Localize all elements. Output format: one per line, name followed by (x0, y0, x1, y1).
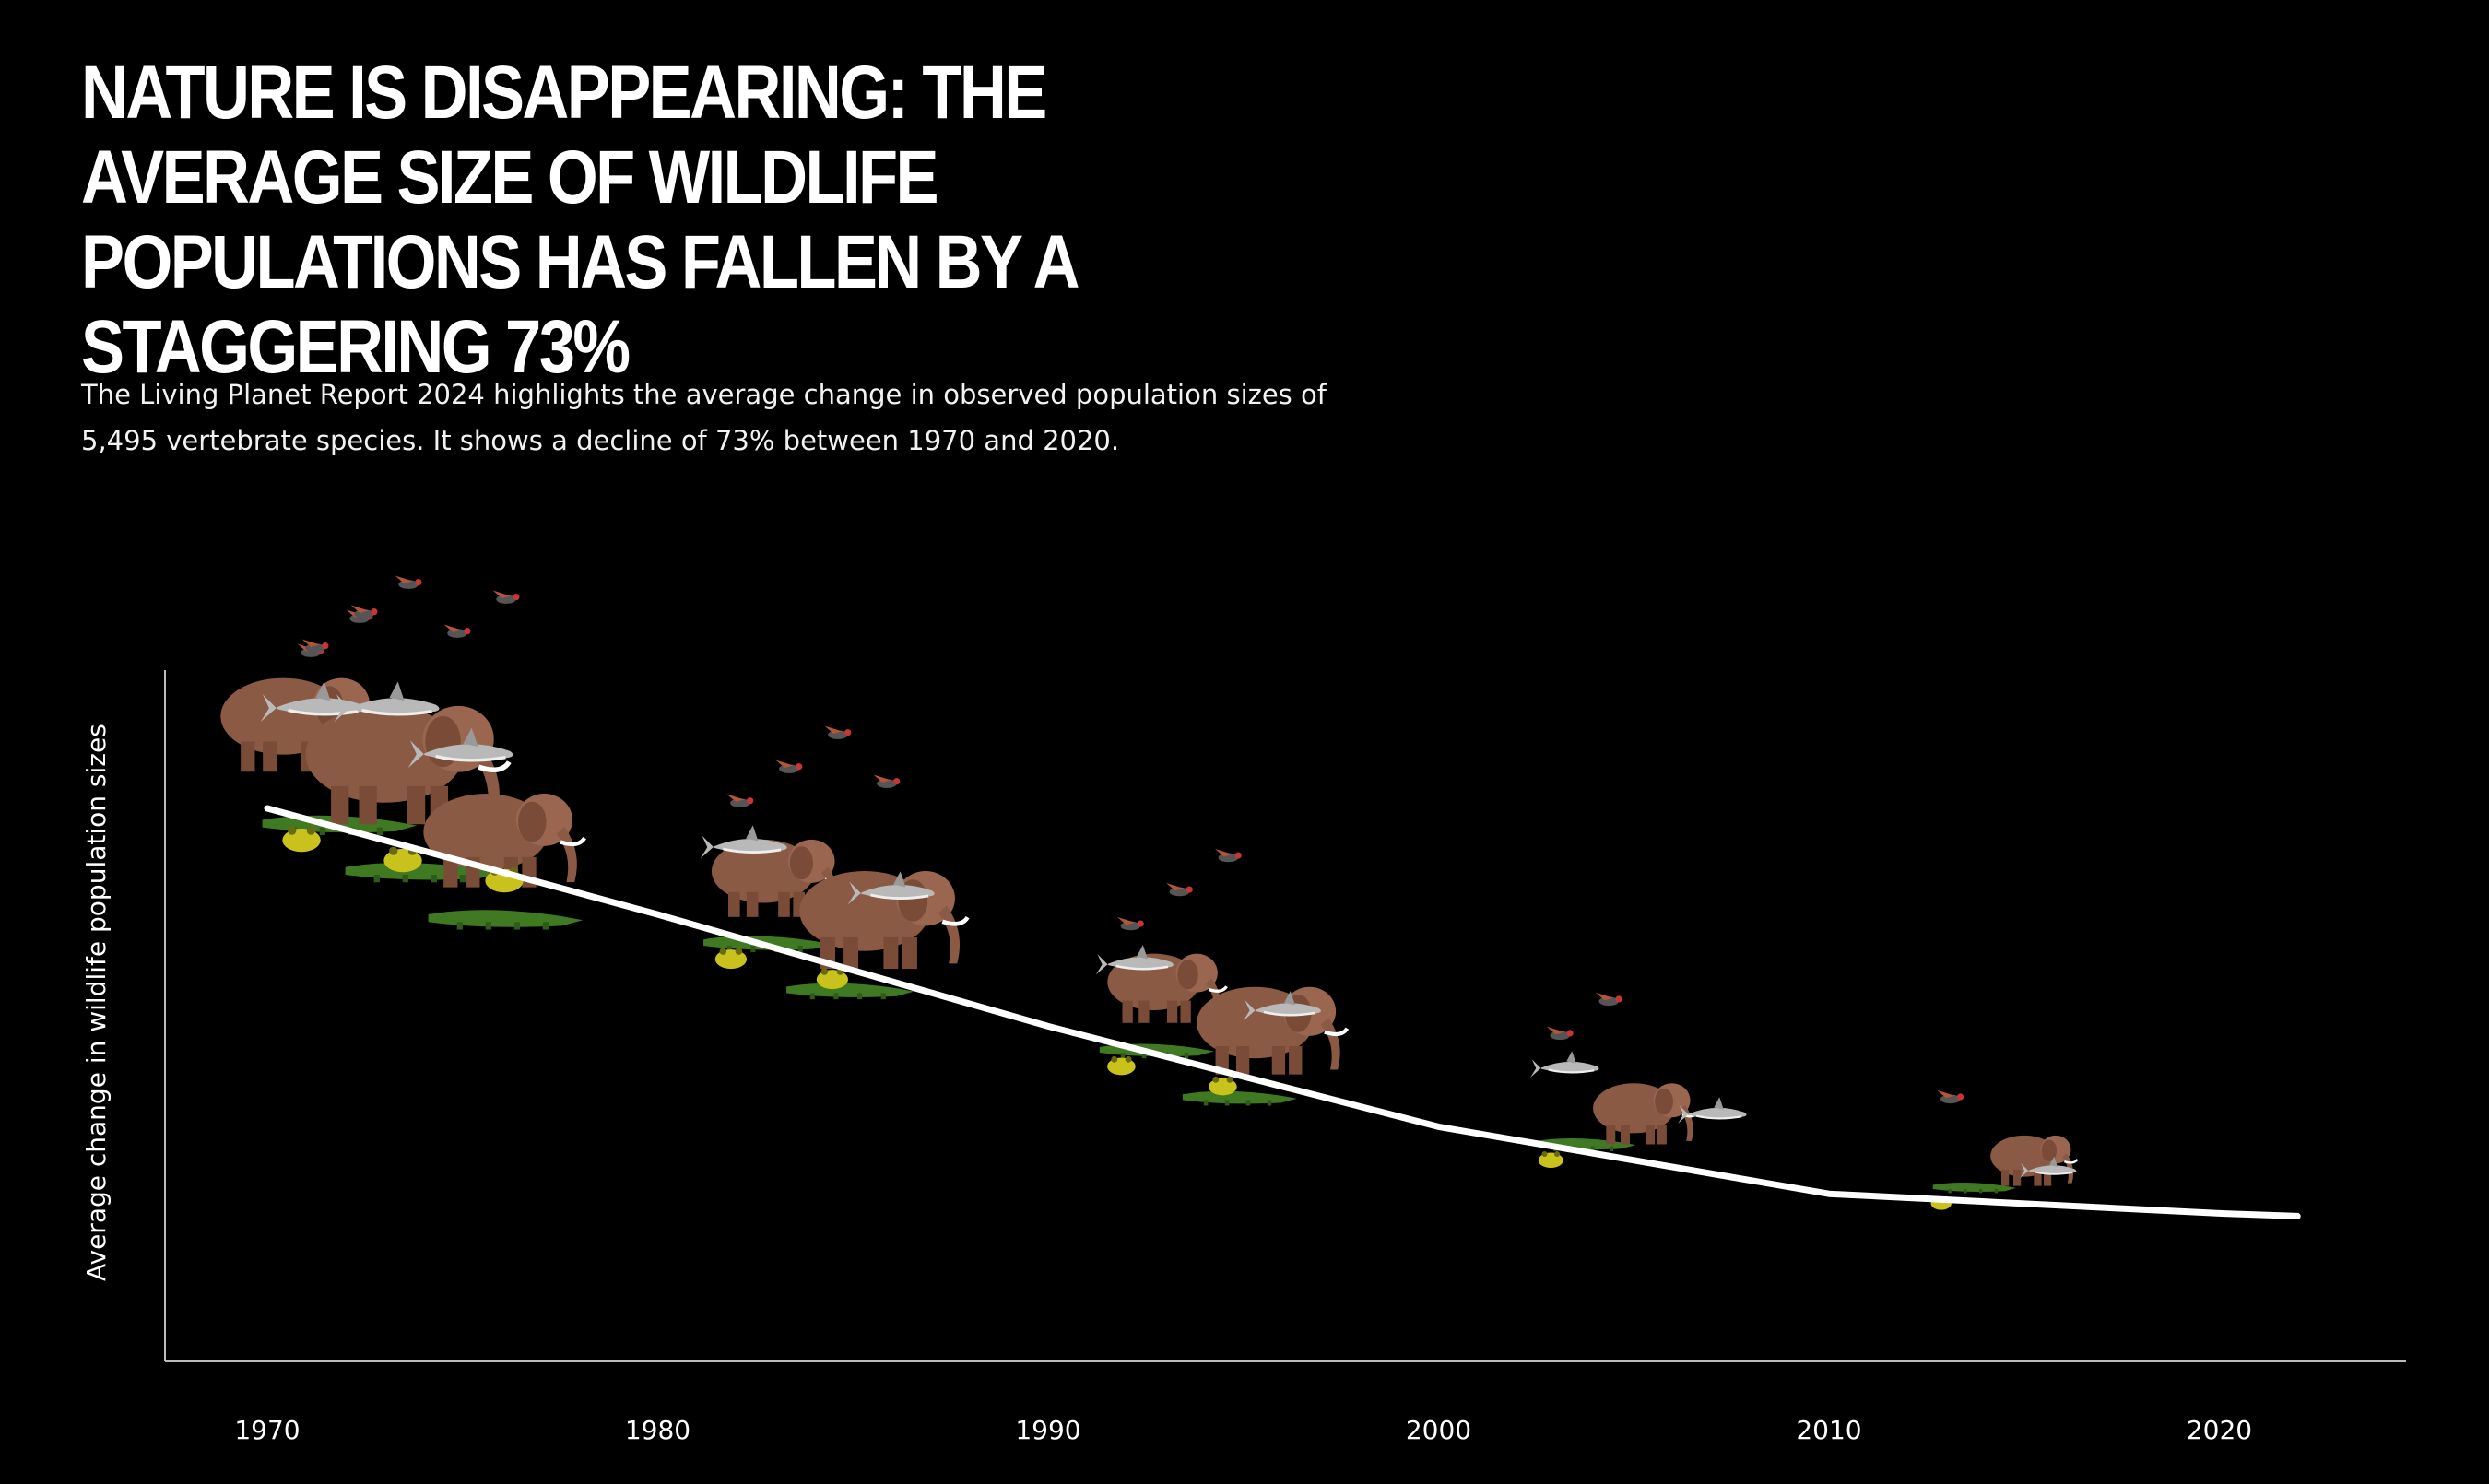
elephant-icon (799, 871, 970, 970)
bird-icon (301, 639, 329, 653)
animal-illustrations (220, 575, 2079, 1210)
frog-icon (714, 948, 747, 970)
frog-icon (1209, 1076, 1237, 1096)
bird-icon (1215, 848, 1242, 863)
shark-icon (1678, 1097, 1747, 1124)
x-tick-label: 1990 (1015, 1415, 1080, 1445)
x-tick-label: 2010 (1796, 1415, 1861, 1445)
bird-icon (873, 774, 901, 788)
bird-icon (824, 725, 852, 739)
bird-icon (443, 624, 471, 638)
elephant-icon (1593, 1083, 1700, 1145)
crocodile-icon (786, 983, 914, 1000)
trend-line (264, 805, 2301, 1219)
shark-icon (1530, 1051, 1599, 1078)
x-tick-label: 1970 (234, 1415, 300, 1445)
frog-icon (383, 846, 422, 873)
shark-icon (407, 727, 513, 769)
bird-icon (350, 605, 378, 618)
bird-icon (1546, 1026, 1574, 1041)
bird-icon (775, 760, 803, 773)
frog-icon (1538, 1151, 1563, 1169)
shark-icon (1243, 991, 1321, 1021)
frog-icon (1107, 1055, 1136, 1076)
bird-icon (1117, 916, 1144, 931)
elephant-icon (1197, 986, 1350, 1075)
x-tick-label: 2020 (2187, 1415, 2252, 1445)
x-ticks: 1970 1980 1990 2000 2010 2020 (234, 1415, 2252, 1445)
crocodile-icon (428, 910, 584, 930)
bird-icon (1595, 992, 1622, 1007)
page-subtitle: The Living Planet Report 2024 highlights… (81, 379, 1327, 456)
bird-icon (1937, 1089, 1964, 1104)
crocodile-icon (1182, 1090, 1297, 1106)
bird-icon (395, 575, 422, 589)
shark-icon (847, 871, 935, 905)
page-title: NATURE IS DISAPPEARING: THE AVERAGE SIZE… (81, 51, 1078, 389)
elephant-icon (1990, 1135, 2079, 1186)
animal-group (700, 725, 970, 1000)
bird-icon (1166, 882, 1193, 897)
bird-icon (492, 590, 520, 604)
frog-icon (816, 968, 848, 990)
x-tick-label: 2000 (1406, 1415, 1471, 1445)
shark-icon (334, 681, 440, 723)
animal-group (1530, 992, 1747, 1169)
y-axis-label: Average change in wildlife population si… (81, 724, 112, 1281)
animal-group (1095, 848, 1350, 1106)
x-tick-label: 1980 (625, 1415, 690, 1445)
shark-icon (700, 825, 787, 859)
animal-group (1930, 1089, 2079, 1210)
chart-axes (164, 670, 2406, 1362)
frog-icon (282, 826, 321, 853)
animal-group (220, 575, 586, 930)
shark-icon (2020, 1156, 2077, 1179)
shark-icon (260, 681, 366, 723)
bird-icon (726, 794, 754, 807)
shark-icon (1095, 945, 1174, 975)
elephant-icon (423, 794, 586, 888)
crocodile-icon (1932, 1182, 2017, 1194)
